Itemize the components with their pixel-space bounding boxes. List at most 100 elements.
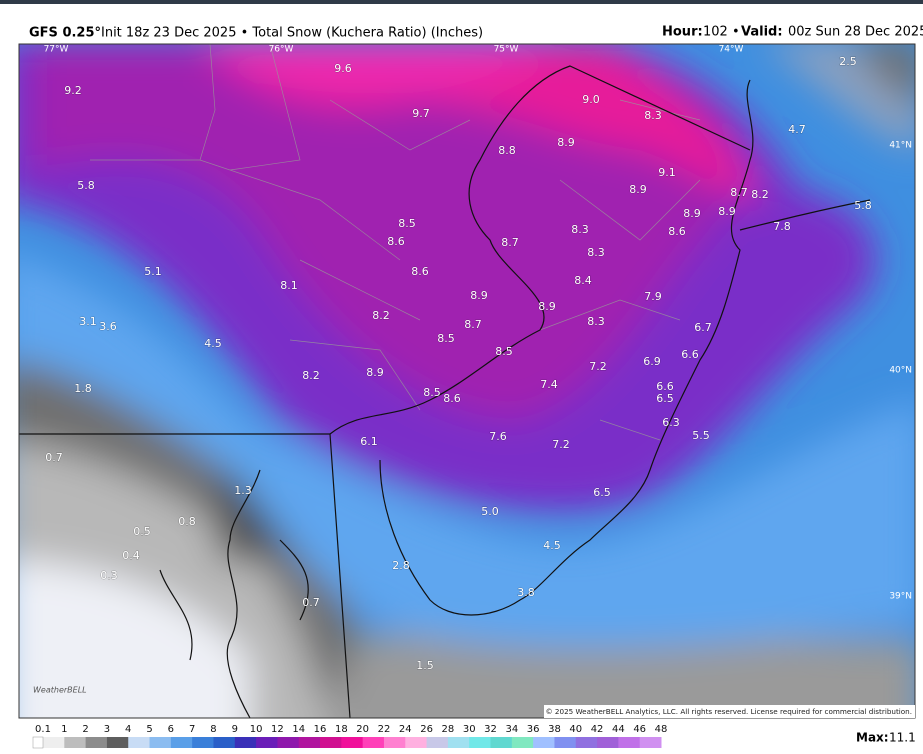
colorbar-swatch [447,737,470,748]
snow-value: 8.6 [411,265,429,278]
max-key: Max: [856,731,889,745]
colorbar-swatch [533,737,555,748]
snow-value: 8.6 [668,225,686,238]
snow-value: 5.5 [692,429,710,442]
colorbar-label: 32 [484,724,497,735]
colorbar-label: 8 [210,724,216,735]
snow-value: 9.0 [582,93,600,106]
colorbar-swatch [298,737,321,748]
colorbar-swatch [575,737,598,748]
colorbar-label: 16 [314,724,327,735]
snow-value: 9.6 [334,62,352,75]
copyright-bg [544,705,915,718]
colorbar-label: 3 [104,724,110,735]
snow-value: 8.5 [423,386,441,399]
snow-value: 8.6 [387,235,405,248]
hour: 102 • [703,25,740,40]
snow-value: 6.5 [593,486,611,499]
colorbar-label: 30 [463,724,476,735]
snow-value: 7.2 [589,360,607,373]
snow-value: 7.9 [644,290,662,303]
snow-value: 5.8 [77,179,95,192]
colorbar-label: 44 [612,724,625,735]
colorbar-swatch [618,737,641,748]
snow-value: 1.3 [234,484,252,497]
model: GFS 0.25° [29,26,101,41]
snow-value: 8.3 [587,315,605,328]
snow-value: 4.5 [543,539,561,552]
snow-value: 4.7 [788,123,806,136]
snow-value: 8.5 [495,345,513,358]
snow-value: 9.7 [412,107,430,120]
snow-value: 8.5 [398,217,416,230]
top-bar [0,0,923,4]
colorbar-label: 22 [378,724,391,735]
colorbar-swatch [383,737,406,748]
snow-value: 6.5 [656,392,674,405]
snow-value: 8.3 [587,246,605,259]
snow-value: 8.4 [574,274,592,287]
colorbar-swatch [192,737,214,748]
colorbar-swatch [64,737,87,748]
snow-value: 6.1 [360,435,378,448]
valid: 00z Sun 28 Dec 2025 [788,25,923,40]
snow-value: 8.1 [280,279,298,292]
snow-value: 9.1 [658,166,676,179]
colorbar-label: 46 [633,724,646,735]
snow-value: 0.7 [302,596,320,609]
colorbar-label: 5 [146,724,152,735]
snow-value: 8.7 [501,236,519,249]
colorbar-swatch [597,737,619,748]
max: 11.1 [889,731,916,745]
colorbar-label: 20 [356,724,369,735]
colorbar-label: 28 [442,724,455,735]
colorbar-label: 9 [232,724,238,735]
map-frame [18,43,916,719]
colorbar-swatch [43,737,65,748]
colorbar-swatch [490,737,513,748]
snow-value: 8.8 [498,144,516,157]
copyright: © 2025 WeatherBELL Analytics, LLC. All r… [545,707,912,716]
snow-value: 3.8 [517,586,535,599]
colorbar-swatch [213,737,236,748]
lon-label: 75°W [494,45,519,55]
snow-field [19,44,915,718]
snow-value: 0.3 [100,569,118,582]
colorbar-swatch [511,737,534,748]
colorbar-swatch [341,737,364,748]
snow-value: 3.6 [99,320,117,333]
colorbar-swatch [362,737,385,748]
colorbar-label: 7 [189,724,195,735]
colorbar-swatch [85,737,108,748]
snow-value: 8.9 [629,183,647,196]
snow-value: 8.6 [443,392,461,405]
snow-value: 4.5 [204,337,222,350]
logo: WeatherBELL [33,686,87,695]
snow-value: 7.2 [552,438,570,451]
snow-value: 5.8 [854,199,872,212]
colorbar-label: 10 [250,724,263,735]
snow-value: 6.7 [694,321,712,334]
colorbar-swatch [405,737,428,748]
colorbar-label: 34 [505,724,518,735]
colorbar-swatch [128,737,151,748]
colorbar-label: 18 [335,724,348,735]
snow-value: 8.2 [302,369,320,382]
snow-value: 8.9 [538,300,556,313]
colorbar-swatch [106,737,129,748]
lat-label: 40°N [889,366,912,376]
snow-value: 6.6 [681,348,699,361]
snow-value: 7.6 [489,430,507,443]
hour-key: Hour: [662,25,703,40]
colorbar-swatch [256,737,278,748]
snow-value: 0.5 [133,525,151,538]
snow-value: 0.4 [122,549,140,562]
snow-value: 8.7 [464,318,482,331]
lat-label: 41°N [889,141,912,151]
snow-value: 1.8 [74,382,92,395]
snow-value: 9.2 [64,84,82,97]
snow-value: 8.9 [470,289,488,302]
colorbar-swatch [149,737,172,748]
snow-value: 8.9 [683,207,701,220]
